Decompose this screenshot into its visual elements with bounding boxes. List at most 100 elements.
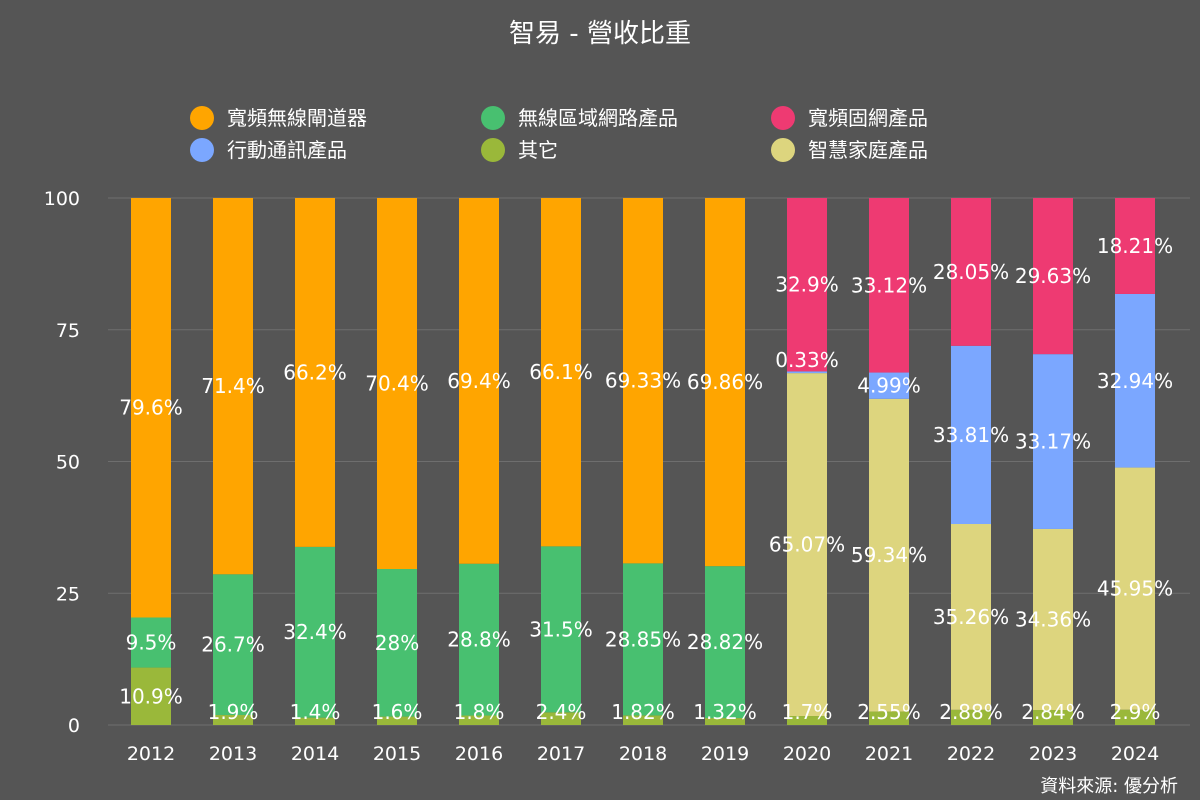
bars <box>131 198 1155 725</box>
bar-segment[interactable] <box>951 198 991 346</box>
x-axis-ticks: 2012 2013 2014 2015 2016 2017 2018 2019 2020 2021… <box>127 743 1159 765</box>
bar-segment[interactable] <box>869 372 909 399</box>
data-label: 45.95% <box>1097 577 1173 601</box>
legend-swatch <box>481 106 505 130</box>
bar-segment[interactable] <box>705 566 745 719</box>
bar-segment[interactable] <box>623 198 663 564</box>
bar-segment[interactable] <box>295 717 335 725</box>
data-label: 35.26% <box>933 605 1009 629</box>
bar-segment[interactable] <box>459 715 499 725</box>
bar-segment[interactable] <box>951 345 991 525</box>
bar-segment[interactable] <box>623 563 663 716</box>
data-label: 79.6% <box>119 396 183 420</box>
bar-segment[interactable] <box>377 716 417 725</box>
legend-swatch <box>771 138 795 162</box>
x-tick-label: 2012 <box>127 743 175 765</box>
bar-segment[interactable] <box>1115 198 1155 294</box>
legend-item[interactable]: 無線區域網路產品 <box>481 106 678 130</box>
bar-segment[interactable] <box>1115 293 1155 468</box>
x-tick-label: 2024 <box>1111 743 1159 765</box>
bar-segment[interactable] <box>213 198 253 575</box>
bar-segment[interactable] <box>869 398 909 712</box>
bar-segment[interactable] <box>705 718 745 725</box>
data-label: 31.5% <box>529 617 593 641</box>
bar-segment[interactable] <box>1033 710 1073 725</box>
data-label: 2.84% <box>1021 700 1085 724</box>
bar-segment[interactable] <box>1115 467 1155 710</box>
data-label: 0.33% <box>775 348 839 372</box>
data-label: 71.4% <box>201 374 265 398</box>
bar-segment[interactable] <box>869 198 909 373</box>
data-label: 32.9% <box>775 273 839 297</box>
legend-item[interactable]: 寬頻固網產品 <box>771 106 928 130</box>
x-tick-label: 2023 <box>1029 743 1077 765</box>
x-tick-label: 2021 <box>865 743 913 765</box>
data-label: 2.55% <box>857 700 921 724</box>
data-label: 1.32% <box>693 700 757 724</box>
data-label: 32.4% <box>283 620 347 644</box>
y-tick-label: 100 <box>44 188 80 210</box>
bar-segment[interactable] <box>131 617 171 668</box>
data-label: 33.12% <box>851 273 927 297</box>
x-tick-label: 2015 <box>373 743 421 765</box>
bar-segment[interactable] <box>951 709 991 725</box>
bar-segment[interactable] <box>787 716 827 725</box>
x-tick-label: 2013 <box>209 743 257 765</box>
legend-label: 智慧家庭產品 <box>808 138 928 162</box>
data-label: 1.82% <box>611 700 675 724</box>
legend-label: 寬頻無線閘道器 <box>227 106 367 130</box>
data-label: 1.4% <box>290 700 341 724</box>
bar-segment[interactable] <box>377 569 417 717</box>
y-tick-label: 50 <box>56 452 80 474</box>
data-label: 66.2% <box>283 360 347 384</box>
data-label: 4.99% <box>857 374 921 398</box>
bar-segment[interactable] <box>295 546 335 718</box>
legend-item[interactable]: 其它 <box>481 138 558 162</box>
bar-segment[interactable] <box>541 546 581 713</box>
x-tick-label: 2016 <box>455 743 503 765</box>
bar-segment[interactable] <box>541 198 581 547</box>
bar-segment[interactable] <box>869 711 909 725</box>
legend-swatch <box>190 106 214 130</box>
bar-segment[interactable] <box>1033 198 1073 355</box>
bar-segment[interactable] <box>623 715 663 725</box>
data-label: 70.4% <box>365 372 429 396</box>
bar-segment[interactable] <box>951 524 991 710</box>
chart-title: 智易 - 營收比重 <box>509 19 691 49</box>
data-label: 1.9% <box>208 700 259 724</box>
data-label: 34.36% <box>1015 607 1091 631</box>
x-tick-label: 2017 <box>537 743 585 765</box>
bar-segment[interactable] <box>541 712 581 725</box>
data-label: 1.8% <box>454 700 505 724</box>
legend-item[interactable]: 行動通訊產品 <box>190 138 347 162</box>
data-label: 29.63% <box>1015 264 1091 288</box>
data-label: 18.21% <box>1097 234 1173 258</box>
data-label: 28.82% <box>687 630 763 654</box>
bar-segment[interactable] <box>377 198 417 570</box>
bar-segment[interactable] <box>787 371 827 374</box>
data-labels: 10.9% 9.5% 79.6% 1.9% 26.7% 71.4% 1.4% 32.4% 66.… <box>119 234 1173 724</box>
bar-segment[interactable] <box>1115 709 1155 725</box>
data-label: 69.86% <box>687 370 763 394</box>
bar-segment[interactable] <box>131 198 171 618</box>
data-label: 2.9% <box>1110 700 1161 724</box>
data-label: 32.94% <box>1097 369 1173 393</box>
bar-segment[interactable] <box>1033 354 1073 529</box>
data-label: 28.85% <box>605 627 681 651</box>
bar-segment[interactable] <box>131 667 171 725</box>
bar-segment[interactable] <box>787 373 827 717</box>
y-tick-label: 75 <box>56 320 80 342</box>
bar-segment[interactable] <box>459 563 499 716</box>
bar-segment[interactable] <box>459 198 499 564</box>
x-tick-label: 2020 <box>783 743 831 765</box>
bar-segment[interactable] <box>213 714 253 725</box>
bar-segment[interactable] <box>213 574 253 715</box>
legend-item[interactable]: 智慧家庭產品 <box>771 138 928 162</box>
bar-segment[interactable] <box>787 198 827 372</box>
legend-item[interactable]: 寬頻無線閘道器 <box>190 106 367 130</box>
data-label: 33.17% <box>1015 430 1091 454</box>
bar-segment[interactable] <box>295 198 335 547</box>
bar-segment[interactable] <box>1033 528 1073 711</box>
bar-segment[interactable] <box>705 198 745 567</box>
